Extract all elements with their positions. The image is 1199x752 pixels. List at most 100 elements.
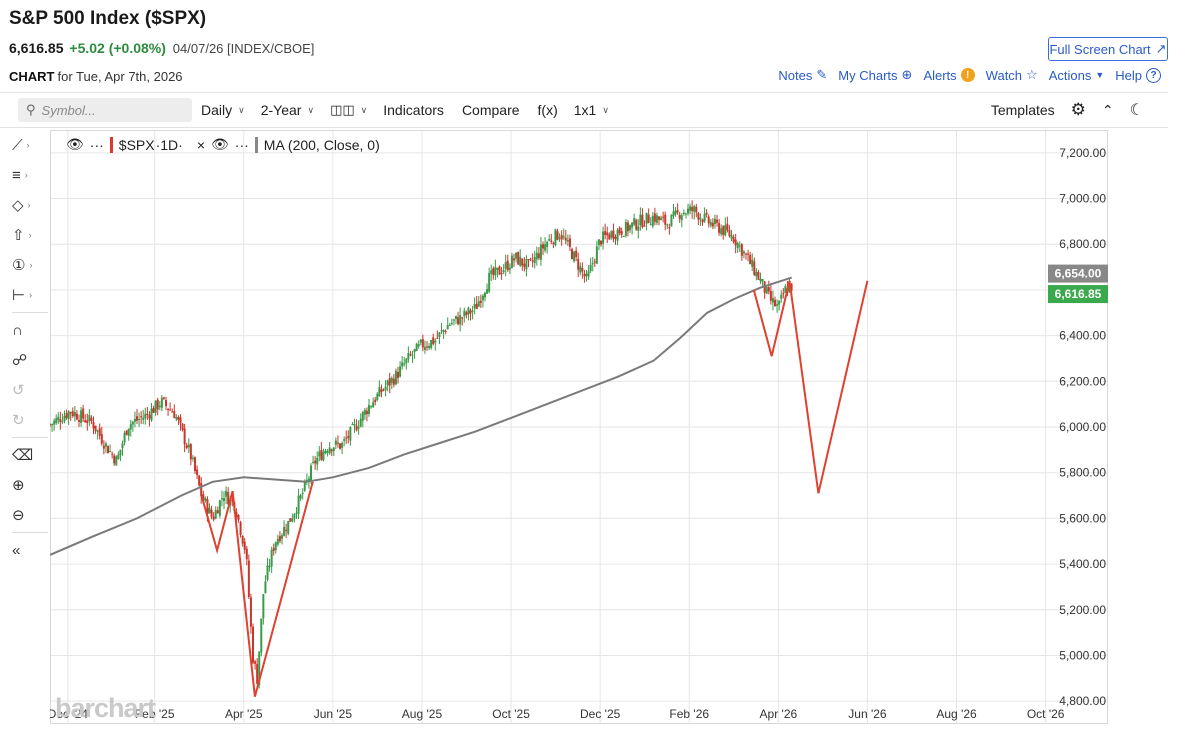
candle-body <box>747 253 750 255</box>
redo-icon: ↻ <box>12 412 25 429</box>
legend-dots[interactable]: ··· <box>89 136 104 153</box>
lock-tool[interactable]: ☍ <box>12 345 48 375</box>
measure-tool[interactable]: ⊢ › <box>12 280 48 310</box>
y-tick-label: 5,400.00 <box>1059 557 1106 571</box>
my-charts-link[interactable]: My Charts ⊕ <box>838 67 912 83</box>
candle-body <box>780 294 783 299</box>
candle-body <box>521 258 524 266</box>
line-tool[interactable]: ⟋ › <box>12 130 48 160</box>
candle-body <box>784 286 787 293</box>
alerts-link[interactable]: Alerts! <box>923 68 975 83</box>
compare-button[interactable]: Compare <box>462 102 520 118</box>
candle-body <box>548 238 551 241</box>
redo-button[interactable]: ↻ <box>12 405 48 435</box>
candle-body <box>693 206 696 212</box>
zoom-in-button[interactable]: ⊕ <box>12 470 48 500</box>
last-price: 6,616.85 <box>9 40 64 56</box>
candle-body <box>573 251 576 262</box>
candle-body <box>769 291 772 301</box>
y-tick-label: 5,600.00 <box>1059 511 1106 525</box>
candle-body <box>171 411 174 413</box>
candle-body <box>316 457 319 465</box>
candle-body <box>241 535 244 544</box>
notes-link[interactable]: Notes ✎ <box>778 67 827 83</box>
tool-divider <box>12 312 48 313</box>
full-screen-chart-button[interactable]: Full Screen Chart ↗ <box>1048 37 1168 61</box>
legend-dots[interactable]: ··· <box>234 136 249 153</box>
help-link[interactable]: Help? <box>1115 67 1161 83</box>
candle-body <box>430 339 433 349</box>
candle-body <box>270 549 273 567</box>
candle-body <box>716 219 719 223</box>
candle-body <box>426 346 429 348</box>
delete-button[interactable]: ⌫ <box>12 440 48 470</box>
candle-body <box>560 234 563 240</box>
candle-body <box>156 399 159 410</box>
indicators-button[interactable]: Indicators <box>383 102 444 118</box>
actions-menu[interactable]: Actions ▼ <box>1049 68 1105 83</box>
collapse-icon[interactable]: ⌃ <box>1101 101 1114 118</box>
candle-body <box>372 402 375 408</box>
candle-body <box>107 446 110 454</box>
period-select[interactable]: Daily ∨ <box>201 102 245 118</box>
candle-body <box>535 252 538 260</box>
candle-body <box>552 242 555 244</box>
quote-meta: 04/07/26 [INDEX/CBOE] <box>172 41 315 56</box>
candle-body <box>341 443 344 448</box>
templates-button[interactable]: Templates <box>990 102 1055 118</box>
candle-body <box>477 301 480 307</box>
candle-body <box>117 454 120 459</box>
candle-body <box>370 406 373 408</box>
price-badges: 6,654.00 6,616.85 <box>1048 264 1108 304</box>
x-axis: Dec '24 Feb '25 Apr '25 Jun '25 Aug '25 Oct '… <box>50 707 1065 721</box>
layout-select[interactable]: 1x1 ∨ <box>574 102 609 118</box>
candle-body <box>488 272 491 292</box>
annotation-tool[interactable]: ① › <box>12 250 48 280</box>
fx-button[interactable]: f(x) <box>538 102 558 118</box>
chevron-right-icon: › <box>24 170 28 180</box>
collapse-tools-button[interactable]: « <box>12 535 48 565</box>
candle-body <box>767 287 770 292</box>
candle-body <box>225 490 228 497</box>
candle-body <box>407 352 410 360</box>
undo-button[interactable]: ↺ <box>12 375 48 405</box>
candle-body <box>245 548 248 560</box>
candle-body <box>680 215 683 221</box>
watch-link[interactable]: Watch ☆ <box>986 67 1038 83</box>
x-tick-label: Aug '26 <box>936 707 977 721</box>
barchart-logo: barchart <box>55 693 156 723</box>
dark-mode-icon[interactable]: ☾ <box>1129 102 1144 119</box>
eye-icon[interactable]: 👁 <box>66 136 84 152</box>
magnet-tool[interactable]: ∩ <box>12 315 48 345</box>
candle-body <box>695 206 698 213</box>
ma-200-line <box>50 276 793 556</box>
gear-icon[interactable]: ⚙ <box>1070 100 1086 119</box>
candle-body <box>301 492 304 494</box>
price-change: +5.02 (+0.08%) <box>69 40 166 56</box>
candle-body <box>616 230 619 241</box>
candle-body <box>332 447 335 452</box>
candle-body <box>757 271 760 280</box>
candle-body <box>339 443 342 449</box>
candle-body <box>428 345 431 349</box>
chart-type-select[interactable]: ◫◫ ∨ <box>330 102 367 118</box>
candle-body <box>349 426 352 441</box>
eye-icon[interactable]: 👁 <box>211 136 229 152</box>
candle-body <box>55 418 58 424</box>
symbol-search-input[interactable]: ⚲ Symbol... <box>18 98 192 122</box>
shape-tool[interactable]: ◇ › <box>12 190 48 220</box>
candle-body <box>610 231 613 238</box>
arrow-tool[interactable]: ⇧ › <box>12 220 48 250</box>
price-chart[interactable]: 4,800.00 5,000.00 5,200.00 5,400.00 5,600.00… <box>50 130 1108 724</box>
candle-body <box>216 510 219 514</box>
candle-body <box>80 410 83 423</box>
close-icon[interactable]: × <box>196 136 206 153</box>
chevron-down-icon: ∨ <box>307 104 315 115</box>
shape-icon: ◇ <box>12 197 24 214</box>
candle-body <box>554 229 557 246</box>
candle-body <box>334 440 337 446</box>
fib-tool[interactable]: ≡ › <box>12 160 48 190</box>
zoom-out-button[interactable]: ⊖ <box>12 500 48 530</box>
candle-body <box>492 268 495 275</box>
range-select[interactable]: 2-Year ∨ <box>261 102 314 118</box>
